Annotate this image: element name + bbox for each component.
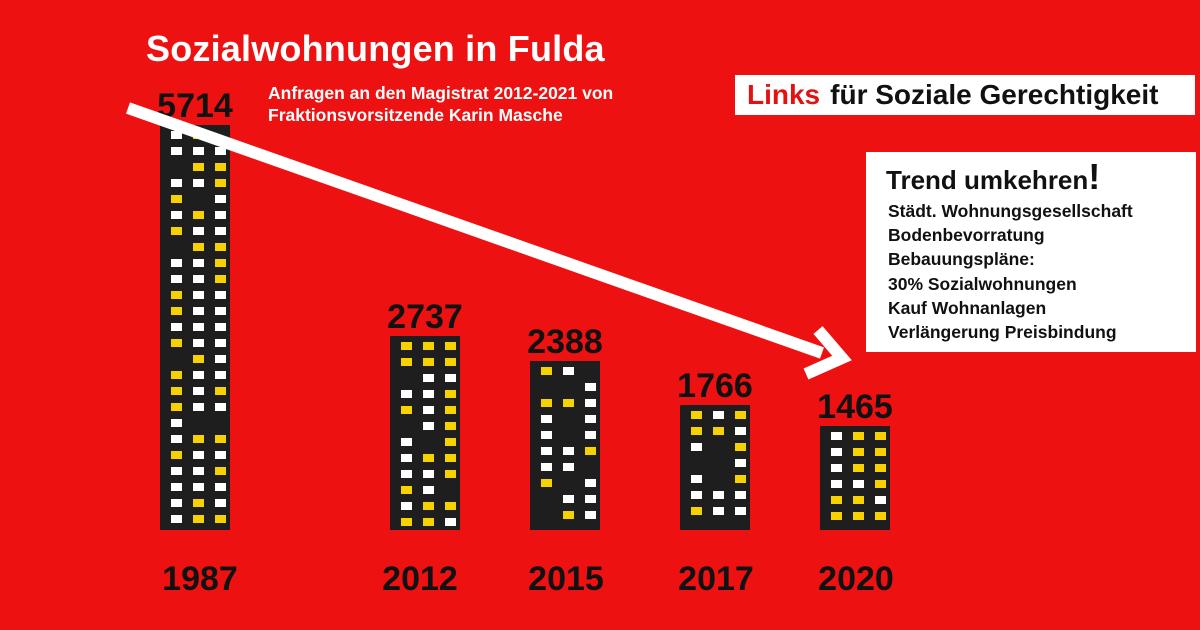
bar-windows-2015: [541, 367, 596, 519]
category-label-2015: 2015: [528, 560, 604, 598]
trend-arrow-head: [803, 326, 852, 380]
category-label-2017: 2017: [678, 560, 754, 598]
subtitle-line: Fraktionsvorsitzende Karin Masche: [268, 105, 563, 125]
category-label-2020: 2020: [818, 560, 894, 598]
bar-windows-2017: [691, 411, 746, 515]
trend-heading-text: Trend umkehren: [886, 165, 1089, 195]
trend-item: Bodenbevorratung: [888, 225, 1045, 246]
bar-2012: [390, 336, 460, 530]
trend-arrow: [126, 102, 852, 380]
data-label-2020: 1465: [817, 388, 893, 426]
data-label-2012: 2737: [387, 298, 463, 336]
brand-banner: Links für Soziale Gerechtigkeit: [735, 75, 1195, 115]
trend-box: Trend umkehren! Städt. Wohnungsgesellsch…: [866, 152, 1196, 352]
chart-subtitle: Anfragen an den Magistrat 2012-2021 von …: [268, 82, 613, 126]
category-label-2012: 2012: [382, 560, 458, 598]
trend-item: Verlängerung Preisbindung: [888, 322, 1117, 343]
trend-heading: Trend umkehren!: [886, 159, 1196, 197]
trend-item: Bebauungspläne:: [888, 249, 1035, 270]
brand-highlight: Links: [747, 79, 821, 110]
trend-item: 30% Sozialwohnungen: [888, 273, 1077, 294]
brand-rest: für Soziale Gerechtigkeit: [830, 79, 1159, 110]
trend-arrow-shaft: [126, 102, 824, 359]
category-label-1987: 1987: [162, 560, 238, 598]
data-label-2017: 1766: [677, 367, 753, 405]
bar-windows-1987: [171, 131, 226, 523]
data-label-2015: 2388: [527, 323, 603, 361]
chart-title: Sozialwohnungen in Fulda: [146, 28, 605, 69]
bars-layer: [160, 125, 890, 530]
trend-heading-mark: !: [1088, 156, 1101, 197]
bar-windows-2020: [831, 432, 886, 520]
trend-item: Städt. Wohnungsgesellschaft: [888, 201, 1133, 221]
trend-item: Kauf Wohnanlagen: [888, 297, 1047, 318]
trend-list: Städt. Wohnungsgesellschaft Bodenbevorra…: [888, 199, 1196, 344]
subtitle-line: Anfragen an den Magistrat 2012-2021 von: [268, 83, 614, 103]
bar-windows-2012: [401, 342, 456, 526]
